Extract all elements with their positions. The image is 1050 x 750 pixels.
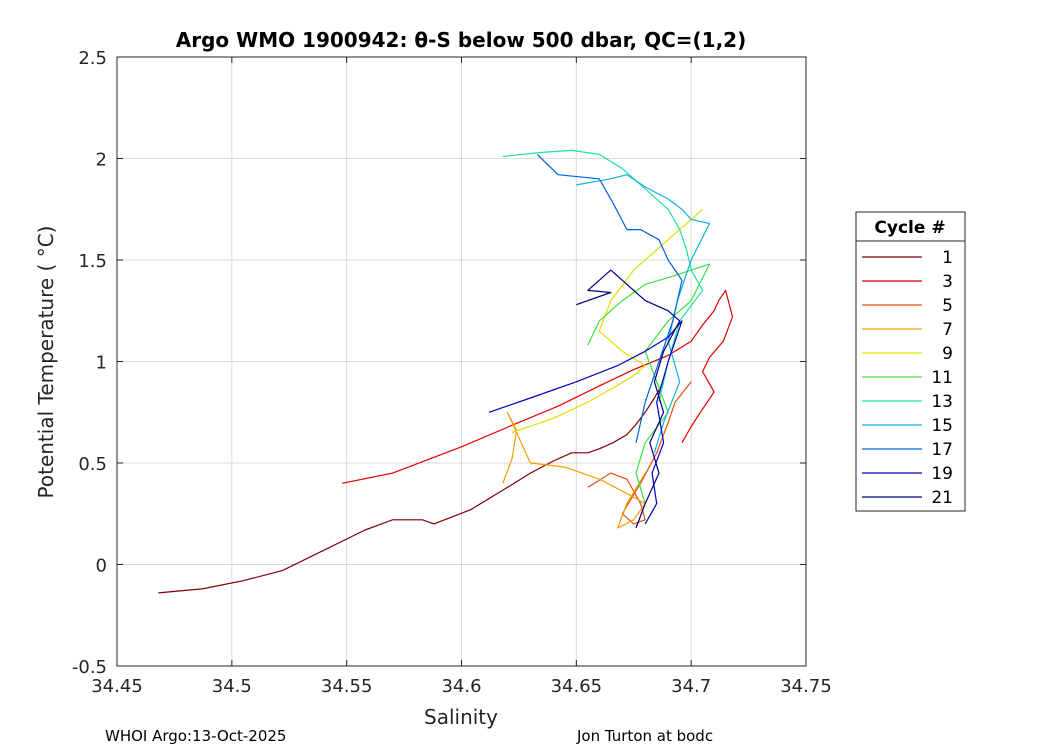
legend-label-cycle-9: 9 <box>942 344 953 364</box>
x-tick-label: 34.5 <box>212 676 252 697</box>
x-axis-label: Salinity <box>424 705 498 729</box>
x-tick-label: 34.45 <box>91 676 143 697</box>
legend-label-cycle-21: 21 <box>931 488 953 508</box>
x-tick-label: 34.6 <box>441 676 481 697</box>
y-tick-label: 2 <box>96 150 107 171</box>
legend-label-cycle-17: 17 <box>931 440 953 460</box>
x-tick-label: 34.65 <box>551 676 603 697</box>
x-tick-label: 34.7 <box>671 676 711 697</box>
y-tick-label: -0.5 <box>72 657 107 678</box>
x-axis: 34.45 34.5 34.55 34.6 34.65 34.7 34.75 <box>91 57 832 697</box>
x-tick-label: 34.75 <box>780 676 832 697</box>
y-tick-label: 1 <box>96 353 107 374</box>
chart-title: Argo WMO 1900942: θ-S below 500 dbar, QC… <box>176 28 746 52</box>
series-line-cycle-21 <box>576 269 681 529</box>
series-lines <box>158 149 734 594</box>
y-tick-label: 1.5 <box>78 251 107 272</box>
footer-left: WHOI Argo:13-Oct-2025 <box>105 727 286 745</box>
series-line-cycle-19 <box>488 320 683 525</box>
series-line-cycle-3 <box>341 289 734 484</box>
legend-label-cycle-1: 1 <box>942 248 953 268</box>
y-axis: -0.5 0 0.5 1 1.5 2 2.5 <box>72 48 806 678</box>
legend-box <box>855 211 966 512</box>
series-line-cycle-11 <box>587 263 711 504</box>
series-line-cycle-13 <box>502 149 704 403</box>
y-tick-label: 2.5 <box>78 48 107 69</box>
series-line-cycle-9 <box>511 208 703 434</box>
legend-label-cycle-3: 3 <box>942 272 953 292</box>
legend-title: Cycle # <box>874 218 945 238</box>
y-tick-label: 0.5 <box>78 454 107 475</box>
x-tick-label: 34.55 <box>321 676 373 697</box>
y-axis-label: Potential Temperature ( °C) <box>34 226 58 499</box>
legend-label-cycle-13: 13 <box>931 392 953 412</box>
plot-area: 34.45 34.5 34.55 34.6 34.65 34.7 34.75 -0.5 0 0.… <box>72 48 832 697</box>
series-line-cycle-1 <box>158 381 665 594</box>
legend-label-cycle-7: 7 <box>942 320 953 340</box>
footer-right: Jon Turton at bodc <box>576 727 713 745</box>
series-line-cycle-17 <box>536 153 683 443</box>
legend-label-cycle-5: 5 <box>942 296 953 316</box>
series-line-cycle-15 <box>576 174 711 453</box>
series-line-cycle-5 <box>587 381 692 525</box>
legend-label-cycle-15: 15 <box>931 416 953 436</box>
legend-label-cycle-11: 11 <box>931 368 953 388</box>
y-tick-label: 0 <box>96 556 107 577</box>
legend-label-cycle-19: 19 <box>931 464 953 484</box>
